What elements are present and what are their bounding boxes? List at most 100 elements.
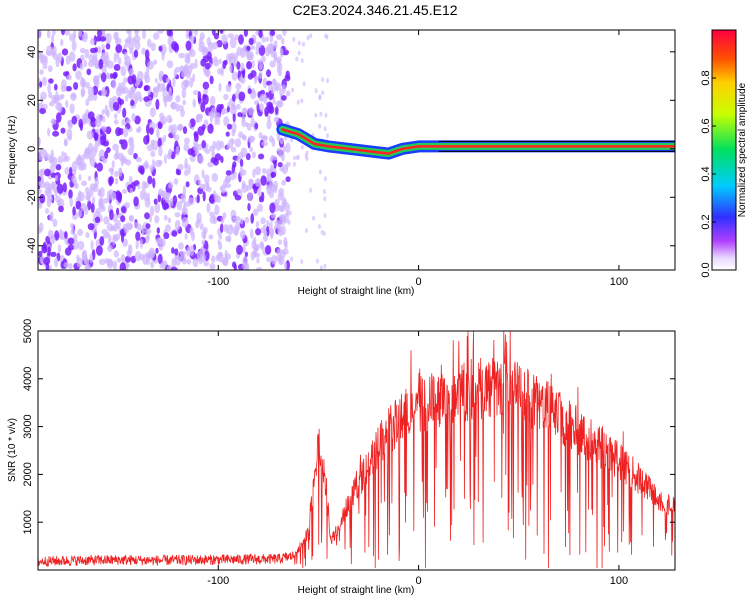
noise-speck <box>168 148 173 157</box>
noise-speck <box>260 55 266 63</box>
noise-speck <box>206 36 211 47</box>
noise-speck <box>232 113 236 123</box>
noise-speck <box>64 167 71 175</box>
noise-speck <box>186 65 193 75</box>
noise-speck <box>318 95 322 101</box>
noise-speck <box>241 117 246 128</box>
noise-speck <box>74 183 79 189</box>
noise-speck <box>119 139 124 145</box>
noise-speck <box>149 205 155 217</box>
noise-speck <box>158 45 163 52</box>
noise-speck <box>273 159 277 169</box>
noise-speck <box>174 212 181 218</box>
noise-speck <box>246 45 251 52</box>
signal-track-line <box>281 128 675 155</box>
noise-speck <box>46 30 51 39</box>
noise-speck <box>38 250 43 257</box>
noise-speck <box>239 218 244 225</box>
noise-speck <box>277 100 284 108</box>
noise-speck <box>176 169 182 176</box>
noise-speck <box>147 175 153 185</box>
noise-speck <box>259 103 264 112</box>
noise-speck <box>247 135 254 144</box>
noise-speck <box>159 262 167 269</box>
noise-speck <box>47 246 51 257</box>
noise-speck <box>173 69 177 78</box>
noise-speck <box>171 127 175 135</box>
noise-speck <box>39 81 43 88</box>
noise-speck <box>42 63 48 70</box>
noise-speck <box>133 49 139 58</box>
noise-speck <box>210 95 216 107</box>
noise-speck <box>246 60 253 70</box>
noise-speck <box>189 49 196 58</box>
noise-speck <box>51 182 55 191</box>
noise-speck <box>65 155 70 162</box>
noise-speck <box>144 228 152 234</box>
noise-speck <box>134 40 141 51</box>
noise-speck <box>292 36 296 42</box>
noise-speck <box>176 200 183 211</box>
noise-speck <box>273 50 277 61</box>
noise-speck <box>270 212 277 219</box>
noise-speck <box>60 39 64 47</box>
noise-speck <box>157 253 163 265</box>
noise-speck <box>188 122 192 128</box>
noise-speck <box>38 227 42 234</box>
noise-speck <box>318 224 321 229</box>
noise-speck <box>150 150 156 158</box>
noise-speck <box>258 71 263 80</box>
noise-speck <box>269 30 276 36</box>
noise-speck <box>166 60 174 69</box>
noise-speck <box>49 163 56 173</box>
noise-speck <box>196 218 202 224</box>
noise-speck <box>194 132 199 142</box>
noise-speck <box>246 184 249 192</box>
noise-speck <box>319 265 323 270</box>
noise-speck <box>81 180 88 187</box>
noise-speck <box>256 257 260 264</box>
noise-speck <box>185 181 190 188</box>
snr-marks <box>38 331 675 569</box>
noise-speck <box>152 32 160 40</box>
noise-speck <box>84 113 88 125</box>
noise-speck <box>101 205 106 212</box>
noise-speck <box>99 36 107 42</box>
noise-speck <box>118 128 124 135</box>
noise-speck <box>290 256 294 262</box>
snr-x-label: Height of straight line (km) <box>298 585 415 596</box>
noise-speck <box>163 134 167 142</box>
noise-speck <box>248 106 255 116</box>
noise-speck <box>184 137 190 145</box>
noise-speck <box>282 30 287 36</box>
noise-speck <box>45 189 52 198</box>
noise-speck <box>262 234 269 242</box>
noise-speck <box>266 184 271 191</box>
noise-speck <box>115 177 119 185</box>
noise-speck <box>234 138 242 148</box>
noise-speck <box>99 135 107 146</box>
noise-speck <box>267 173 272 180</box>
noise-speck <box>171 247 175 254</box>
noise-speck <box>94 117 102 128</box>
noise-speck <box>120 215 126 223</box>
noise-speck <box>67 119 71 127</box>
noise-speck <box>143 85 149 92</box>
noise-speck <box>101 109 105 115</box>
noise-speck <box>279 217 284 225</box>
spectrogram-x-tick-label: 0 <box>416 276 422 288</box>
noise-speck <box>181 88 187 99</box>
noise-speck <box>227 224 234 236</box>
noise-speck <box>277 69 282 77</box>
noise-speck <box>281 37 285 45</box>
noise-speck <box>189 35 195 41</box>
noise-speck <box>61 151 65 158</box>
noise-speck <box>133 196 139 207</box>
noise-speck <box>77 209 83 218</box>
noise-speck <box>175 254 181 266</box>
noise-speck <box>281 164 288 175</box>
noise-speck <box>105 43 111 50</box>
noise-speck <box>85 147 91 155</box>
noise-speck <box>247 191 253 202</box>
noise-speck <box>235 51 239 58</box>
